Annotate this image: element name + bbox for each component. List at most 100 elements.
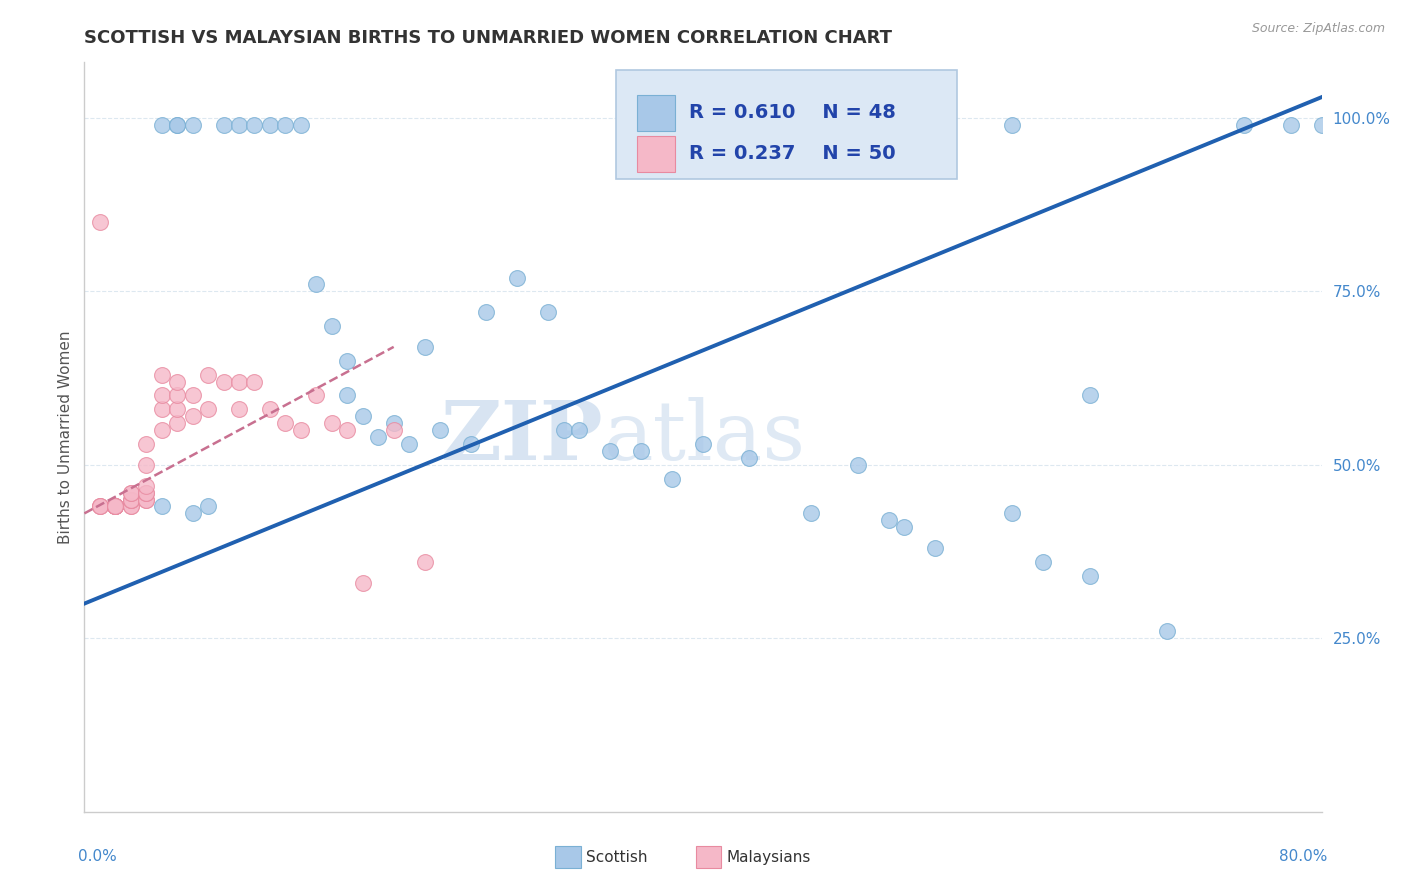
Text: R = 0.237    N = 50: R = 0.237 N = 50 [689, 145, 896, 163]
Point [104, 500, 127, 514]
Point [120, 492, 142, 507]
Point [1032, 555, 1054, 569]
Point [568, 423, 591, 437]
FancyBboxPatch shape [637, 95, 675, 130]
Point [321, 319, 343, 334]
Point [1156, 624, 1178, 639]
Point [692, 437, 714, 451]
Point [290, 423, 312, 437]
Point [120, 500, 142, 514]
Point [382, 423, 405, 437]
Point [89, 215, 111, 229]
Point [166, 388, 188, 402]
Point [166, 416, 188, 430]
Point [89, 500, 111, 514]
Point [1001, 507, 1024, 521]
Point [135, 458, 157, 472]
Point [259, 402, 281, 417]
Point [104, 500, 127, 514]
Point [352, 409, 374, 424]
Point [197, 368, 219, 382]
Point [181, 409, 204, 424]
Point [104, 500, 127, 514]
Point [104, 500, 127, 514]
Point [336, 388, 359, 402]
Point [120, 500, 142, 514]
Point [506, 270, 529, 285]
Text: SCOTTISH VS MALAYSIAN BIRTHS TO UNMARRIED WOMEN CORRELATION CHART: SCOTTISH VS MALAYSIAN BIRTHS TO UNMARRIE… [84, 29, 893, 47]
Point [382, 416, 405, 430]
Text: ZIP: ZIP [441, 397, 605, 477]
Text: R = 0.610    N = 48: R = 0.610 N = 48 [689, 103, 896, 122]
Point [135, 492, 157, 507]
Point [800, 507, 823, 521]
Point [104, 500, 127, 514]
Point [243, 118, 266, 132]
Point [630, 444, 652, 458]
Point [89, 500, 111, 514]
Point [537, 305, 560, 319]
Point [243, 375, 266, 389]
Point [1310, 118, 1333, 132]
Text: Scottish: Scottish [586, 850, 648, 864]
Text: Source: ZipAtlas.com: Source: ZipAtlas.com [1251, 22, 1385, 36]
Point [460, 437, 482, 451]
Point [166, 118, 188, 132]
FancyBboxPatch shape [637, 136, 675, 172]
Point [336, 353, 359, 368]
Point [367, 430, 389, 444]
Point [1279, 118, 1302, 132]
Point [475, 305, 498, 319]
Text: 0.0%: 0.0% [79, 849, 117, 864]
Point [89, 500, 111, 514]
Point [336, 423, 359, 437]
Point [150, 368, 173, 382]
Point [352, 575, 374, 590]
Text: atlas: atlas [605, 397, 806, 477]
Point [120, 492, 142, 507]
Point [1078, 569, 1101, 583]
Point [104, 500, 127, 514]
FancyBboxPatch shape [616, 70, 956, 178]
Point [553, 423, 575, 437]
Point [181, 118, 204, 132]
Point [877, 513, 900, 527]
Point [135, 485, 157, 500]
Point [197, 402, 219, 417]
Point [924, 541, 946, 555]
Point [166, 118, 188, 132]
Point [228, 402, 250, 417]
Point [120, 492, 142, 507]
Point [661, 472, 683, 486]
Point [150, 118, 173, 132]
Point [120, 485, 142, 500]
Point [181, 388, 204, 402]
Point [413, 340, 436, 354]
Point [228, 375, 250, 389]
Point [166, 375, 188, 389]
Point [274, 416, 297, 430]
Point [228, 118, 250, 132]
Point [135, 485, 157, 500]
Point [150, 388, 173, 402]
Point [150, 402, 173, 417]
Point [893, 520, 915, 534]
Point [135, 437, 157, 451]
Point [738, 450, 761, 465]
Point [1001, 118, 1024, 132]
Point [181, 507, 204, 521]
Point [120, 485, 142, 500]
Point [398, 437, 420, 451]
Point [599, 444, 621, 458]
Point [846, 458, 869, 472]
Point [259, 118, 281, 132]
Point [104, 500, 127, 514]
Point [413, 555, 436, 569]
Point [197, 500, 219, 514]
Point [274, 118, 297, 132]
Point [150, 500, 173, 514]
Point [150, 423, 173, 437]
Point [135, 478, 157, 492]
Text: Malaysians: Malaysians [727, 850, 811, 864]
Y-axis label: Births to Unmarried Women: Births to Unmarried Women [58, 330, 73, 544]
